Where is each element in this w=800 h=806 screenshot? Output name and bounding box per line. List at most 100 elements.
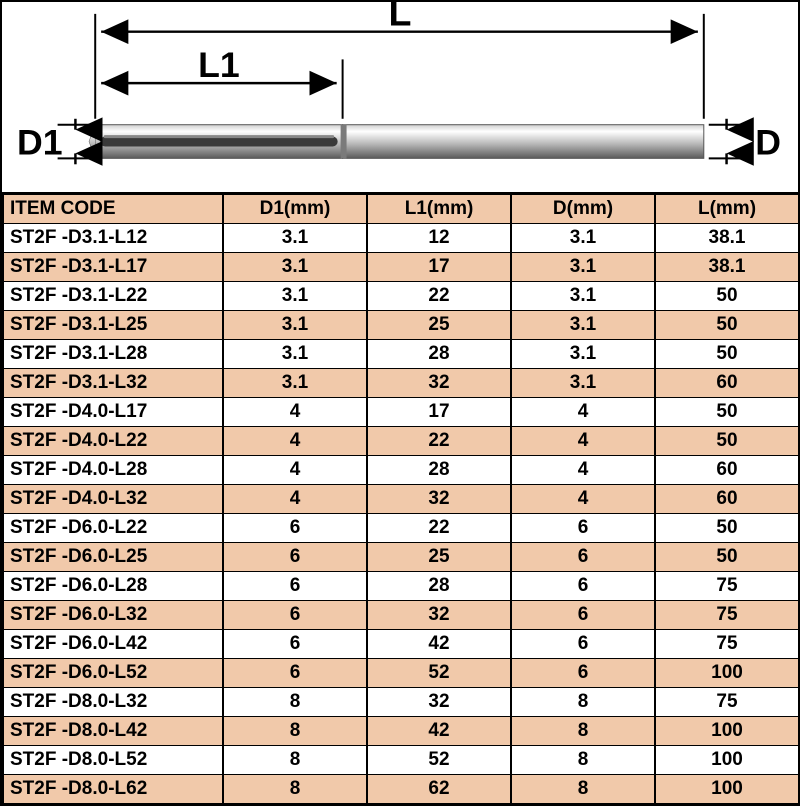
table-cell: 32 bbox=[367, 369, 511, 398]
table-cell: 28 bbox=[367, 456, 511, 485]
label-L1: L1 bbox=[198, 45, 240, 85]
spec-sheet: L L1 D1 D bbox=[0, 0, 800, 806]
table-cell: 52 bbox=[367, 659, 511, 688]
table-row: ST2F -D4.0-L28428460 bbox=[3, 456, 799, 485]
table-cell: 60 bbox=[655, 485, 799, 514]
label-D: D bbox=[755, 122, 781, 162]
col-header-item-code: ITEM CODE bbox=[3, 195, 223, 224]
table-cell: 4 bbox=[223, 485, 367, 514]
table-cell: 4 bbox=[511, 485, 655, 514]
table-cell: ST2F -D3.1-L28 bbox=[3, 340, 223, 369]
table-cell: 50 bbox=[655, 514, 799, 543]
table-body: ST2F -D3.1-L123.1123.138.1ST2F -D3.1-L17… bbox=[3, 224, 799, 804]
col-header-d: D(mm) bbox=[511, 195, 655, 224]
table-cell: ST2F -D8.0-L32 bbox=[3, 688, 223, 717]
table-cell: 22 bbox=[367, 427, 511, 456]
table-row: ST2F -D6.0-L25625650 bbox=[3, 543, 799, 572]
table-cell: 6 bbox=[511, 514, 655, 543]
table-cell: 8 bbox=[511, 717, 655, 746]
table-row: ST2F -D4.0-L22422450 bbox=[3, 427, 799, 456]
label-L: L bbox=[389, 2, 412, 34]
table-cell: ST2F -D6.0-L32 bbox=[3, 601, 223, 630]
table-cell: 75 bbox=[655, 601, 799, 630]
table-cell: 8 bbox=[223, 688, 367, 717]
label-D1: D1 bbox=[17, 122, 63, 162]
table-cell: 6 bbox=[223, 601, 367, 630]
table-row: ST2F -D3.1-L253.1253.150 bbox=[3, 311, 799, 340]
table-cell: 6 bbox=[223, 514, 367, 543]
table-cell: ST2F -D8.0-L62 bbox=[3, 775, 223, 804]
table-cell: 3.1 bbox=[223, 282, 367, 311]
table-cell: 25 bbox=[367, 311, 511, 340]
table-cell: 75 bbox=[655, 630, 799, 659]
table-cell: 4 bbox=[223, 398, 367, 427]
col-header-l: L(mm) bbox=[655, 195, 799, 224]
table-cell: 6 bbox=[511, 630, 655, 659]
table-cell: 3.1 bbox=[223, 224, 367, 253]
table-row: ST2F -D8.0-L528528100 bbox=[3, 746, 799, 775]
table-cell: ST2F -D6.0-L28 bbox=[3, 572, 223, 601]
table-row: ST2F -D4.0-L32432460 bbox=[3, 485, 799, 514]
table-cell: 3.1 bbox=[511, 253, 655, 282]
table-cell: 60 bbox=[655, 369, 799, 398]
table-cell: 4 bbox=[511, 456, 655, 485]
table-cell: 50 bbox=[655, 398, 799, 427]
table-cell: 8 bbox=[223, 746, 367, 775]
table-cell: 4 bbox=[223, 456, 367, 485]
table-cell: 3.1 bbox=[511, 340, 655, 369]
table-cell: ST2F -D8.0-L52 bbox=[3, 746, 223, 775]
table-cell: 22 bbox=[367, 282, 511, 311]
table-row: ST2F -D6.0-L22622650 bbox=[3, 514, 799, 543]
table-cell: 62 bbox=[367, 775, 511, 804]
table-cell: 6 bbox=[511, 601, 655, 630]
spec-table: ITEM CODE D1(mm) L1(mm) D(mm) L(mm) ST2F… bbox=[2, 194, 800, 804]
table-cell: ST2F -D6.0-L25 bbox=[3, 543, 223, 572]
table-cell: ST2F -D3.1-L25 bbox=[3, 311, 223, 340]
table-cell: 8 bbox=[511, 688, 655, 717]
table-cell: 17 bbox=[367, 253, 511, 282]
table-cell: 4 bbox=[223, 427, 367, 456]
table-cell: 22 bbox=[367, 514, 511, 543]
table-cell: ST2F -D3.1-L12 bbox=[3, 224, 223, 253]
table-row: ST2F -D6.0-L42642675 bbox=[3, 630, 799, 659]
table-row: ST2F -D8.0-L628628100 bbox=[3, 775, 799, 804]
table-row: ST2F -D3.1-L223.1223.150 bbox=[3, 282, 799, 311]
table-cell: 8 bbox=[511, 746, 655, 775]
table-cell: 50 bbox=[655, 282, 799, 311]
table-cell: 28 bbox=[367, 340, 511, 369]
table-cell: 100 bbox=[655, 717, 799, 746]
table-cell: ST2F -D4.0-L22 bbox=[3, 427, 223, 456]
tool-shank bbox=[343, 125, 704, 159]
table-cell: ST2F -D3.1-L32 bbox=[3, 369, 223, 398]
table-cell: 3.1 bbox=[511, 369, 655, 398]
table-cell: 8 bbox=[223, 717, 367, 746]
table-cell: 6 bbox=[511, 659, 655, 688]
table-cell: ST2F -D6.0-L52 bbox=[3, 659, 223, 688]
table-cell: 32 bbox=[367, 485, 511, 514]
table-cell: 6 bbox=[223, 659, 367, 688]
table-row: ST2F -D3.1-L123.1123.138.1 bbox=[3, 224, 799, 253]
col-header-l1: L1(mm) bbox=[367, 195, 511, 224]
table-cell: 32 bbox=[367, 688, 511, 717]
table-cell: 50 bbox=[655, 427, 799, 456]
table-cell: 60 bbox=[655, 456, 799, 485]
table-cell: 12 bbox=[367, 224, 511, 253]
table-cell: 3.1 bbox=[511, 282, 655, 311]
table-cell: 42 bbox=[367, 630, 511, 659]
table-cell: 32 bbox=[367, 601, 511, 630]
table-cell: 6 bbox=[511, 543, 655, 572]
table-cell: 28 bbox=[367, 572, 511, 601]
table-cell: 75 bbox=[655, 572, 799, 601]
table-cell: ST2F -D6.0-L42 bbox=[3, 630, 223, 659]
table-cell: ST2F -D8.0-L42 bbox=[3, 717, 223, 746]
table-cell: ST2F -D6.0-L22 bbox=[3, 514, 223, 543]
table-cell: 6 bbox=[223, 543, 367, 572]
table-cell: 6 bbox=[511, 572, 655, 601]
table-row: ST2F -D8.0-L428428100 bbox=[3, 717, 799, 746]
table-cell: 3.1 bbox=[223, 340, 367, 369]
table-cell: 4 bbox=[511, 398, 655, 427]
tool-diagram: L L1 D1 D bbox=[2, 2, 798, 194]
table-cell: 75 bbox=[655, 688, 799, 717]
table-cell: 38.1 bbox=[655, 253, 799, 282]
table-cell: 3.1 bbox=[511, 224, 655, 253]
